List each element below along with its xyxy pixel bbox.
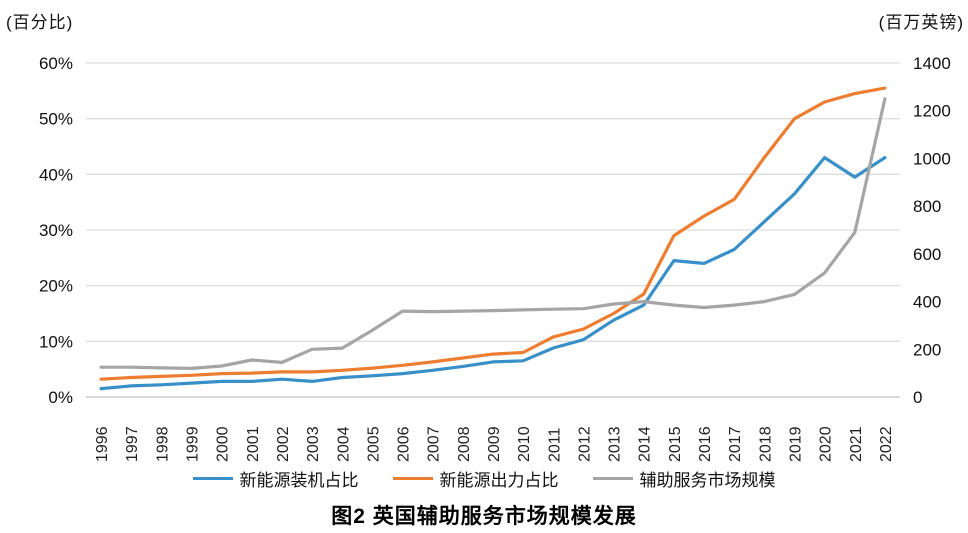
y-axis-right-tick-label: 1200 (913, 102, 951, 121)
x-axis-tick-label: 2002 (275, 426, 292, 462)
x-axis-tick-label: 2004 (335, 426, 352, 462)
legend-item-output-share: 新能源出力占比 (392, 466, 559, 491)
x-axis-tick-label: 2021 (848, 426, 865, 462)
legend-item-installed-capacity-share: 新能源装机占比 (192, 466, 359, 491)
figure-caption: 图2 英国辅助服务市场规模发展 (331, 505, 637, 528)
legend-line-swatch-blue (192, 477, 233, 480)
x-axis-tick-label: 1999 (185, 426, 202, 462)
x-axis-tick-label: 1998 (154, 426, 171, 462)
x-axis-tick-label: 2007 (426, 426, 443, 462)
y-axis-left-tick-label: 50% (39, 110, 73, 129)
y-axis-right-tick-label: 1000 (913, 149, 951, 168)
y-axis-right-tick-label: 600 (913, 245, 941, 264)
x-axis-tick-label: 2005 (365, 426, 382, 462)
y-axis-left-tick-label: 30% (39, 221, 73, 240)
legend-label: 辅助服务市场规模 (639, 471, 776, 490)
x-axis-tick-label: 2020 (818, 426, 835, 462)
x-axis-tick-label: 2000 (215, 426, 232, 462)
series-line-新能源装机占比 (99, 156, 887, 391)
y-axis-left-tick-label: 60% (39, 54, 73, 73)
legend-label: 新能源出力占比 (439, 471, 559, 490)
series-line-新能源出力占比 (99, 86, 887, 381)
x-axis-tick-label: 2016 (697, 426, 714, 462)
x-axis-tick-label: 1997 (124, 426, 141, 462)
x-axis-tick-label: 2018 (757, 426, 774, 462)
legend-line-swatch-gray (592, 477, 633, 480)
x-axis-tick-label: 2013 (607, 426, 624, 462)
chart-canvas: 60% 50% 40% 30% 20% 10% 0% 1400 1200 1000 800 600 40… (39, 54, 951, 462)
y-axis-right-tick-label: 400 (913, 293, 941, 312)
y-axis-right-tick-label: 1400 (913, 54, 951, 73)
y-axis-right-tick-label: 800 (913, 197, 941, 216)
legend-label: 新能源装机占比 (239, 471, 359, 490)
y-axis-left-tick-label: 0% (48, 388, 73, 407)
legend-item-market-size: 辅助服务市场规模 (592, 466, 776, 491)
legend-line-swatch-orange (392, 477, 433, 480)
series-line-辅助服务市场规模 (99, 97, 887, 370)
x-axis-tick-label: 2012 (576, 426, 593, 462)
y-axis-left-tick-label: 20% (39, 277, 73, 296)
x-axis-tick-label: 2006 (396, 426, 413, 462)
chart-legend: 新能源装机占比 新能源出力占比 辅助服务市场规模 (0, 466, 968, 491)
x-axis-tick-label: 2022 (878, 426, 895, 462)
x-axis-tick-label: 2015 (667, 426, 684, 462)
y-axis-right-tick-label: 0 (913, 388, 922, 407)
x-axis-tick-label: 2011 (546, 427, 563, 462)
right-axis-unit-label: (百万英镑) (878, 13, 964, 32)
x-axis-tick-label: 2001 (245, 426, 262, 462)
y-axis-left-tick-label: 40% (39, 165, 73, 184)
x-axis-tick-label: 2009 (486, 426, 503, 462)
x-axis-tick-label: 2014 (637, 426, 654, 462)
x-axis-tick-label: 1996 (94, 426, 111, 462)
left-axis-unit-label: (百分比) (6, 13, 74, 32)
y-axis-right-tick-label: 200 (913, 340, 941, 359)
x-axis-tick-label: 2019 (787, 426, 804, 462)
x-axis-tick-label: 2010 (516, 426, 533, 462)
x-axis-tick-label: 2003 (305, 426, 322, 462)
x-axis-tick-label: 2008 (456, 426, 473, 462)
x-axis-tick-label: 2017 (727, 426, 744, 462)
y-axis-left-tick-label: 10% (39, 332, 73, 351)
